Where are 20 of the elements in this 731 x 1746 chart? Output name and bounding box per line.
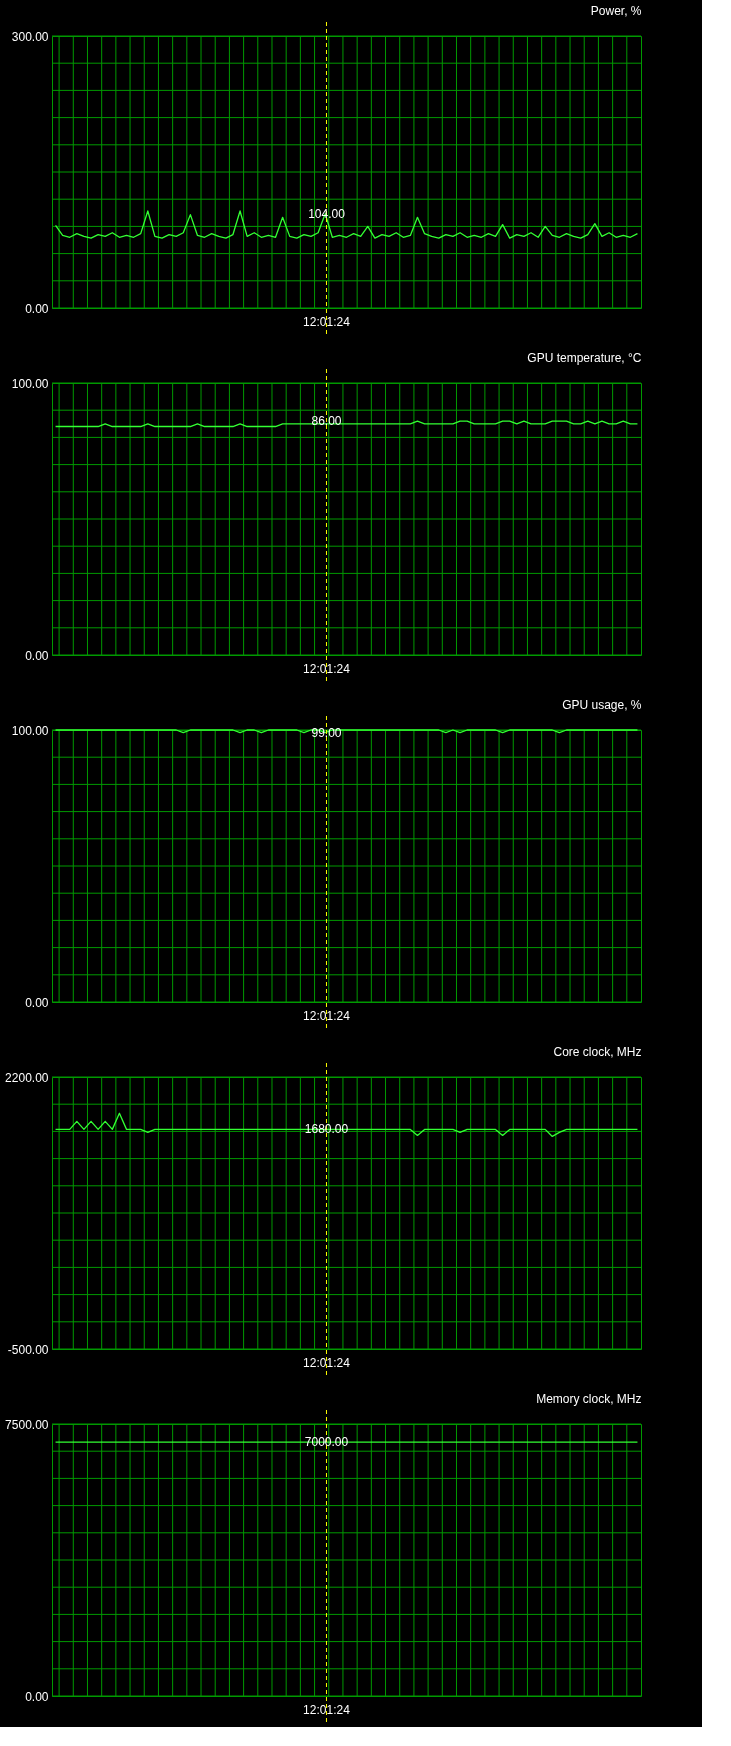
y-tick-label: 0.00 xyxy=(25,301,49,316)
y-tick-label: -500.00 xyxy=(7,1342,49,1357)
y-tick-label: 100.00 xyxy=(11,376,49,391)
chart-title: GPU usage, % xyxy=(562,697,642,712)
y-tick-label: 7500.00 xyxy=(5,1417,49,1432)
text: 12:01:24 xyxy=(303,315,351,329)
y-tick-label: 2200.00 xyxy=(5,1070,49,1085)
chart-title: Core clock, MHz xyxy=(553,1044,642,1059)
text: 12:01:24 xyxy=(303,662,351,676)
text: 12:01:24 xyxy=(303,1703,351,1717)
y-tick-label: 0.00 xyxy=(25,1689,49,1704)
chart-title: Power, % xyxy=(590,3,642,18)
text: 12:01:24 xyxy=(303,1009,351,1023)
y-tick-label: 0.00 xyxy=(25,995,49,1010)
y-tick-label: 300.00 xyxy=(11,29,49,44)
y-tick-label: 100.00 xyxy=(11,723,49,738)
chart-title: GPU temperature, °C xyxy=(527,350,642,365)
text: 12:01:24 xyxy=(303,1356,351,1370)
y-tick-label: 0.00 xyxy=(25,648,49,663)
chart-title: Memory clock, MHz xyxy=(536,1391,642,1406)
